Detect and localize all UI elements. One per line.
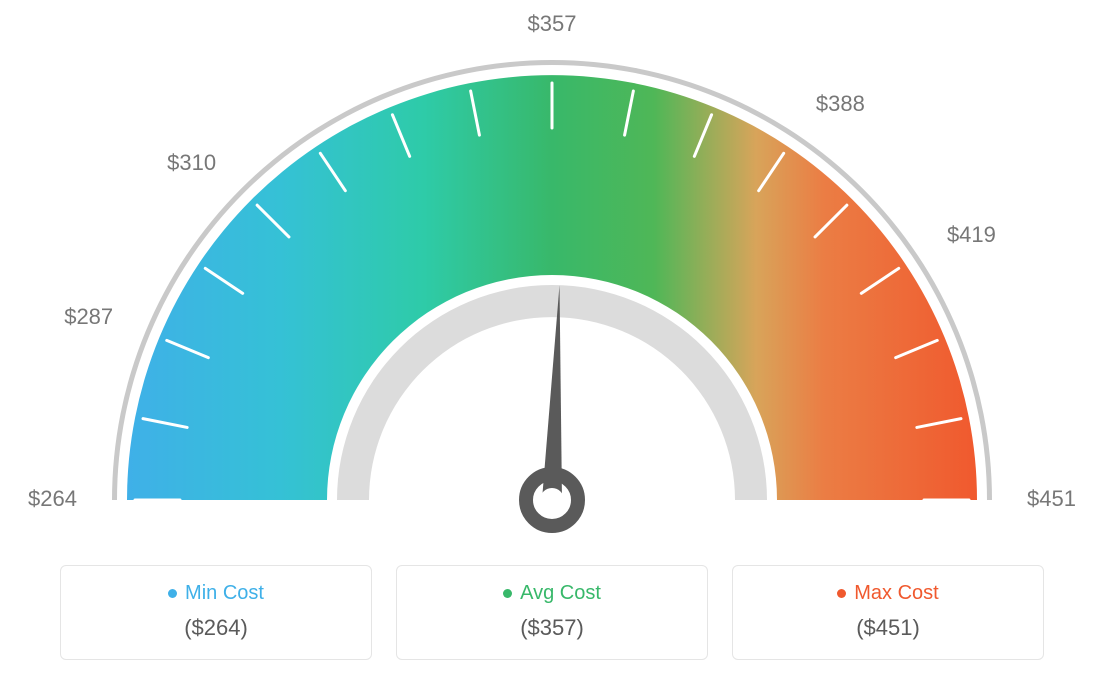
gauge-svg: $264 $287 $310 $357 $388 $419 $451 <box>0 0 1104 560</box>
min-cost-title-row: Min Cost <box>168 582 264 605</box>
min-cost-card: Min Cost ($264) <box>60 565 372 660</box>
dot-icon <box>837 589 846 598</box>
max-cost-title-row: Max Cost <box>837 582 938 605</box>
svg-text:$264: $264 <box>28 486 77 511</box>
svg-text:$388: $388 <box>816 91 865 116</box>
dot-icon <box>503 589 512 598</box>
legend-row: Min Cost ($264) Avg Cost ($357) Max Cost… <box>60 565 1044 660</box>
svg-text:$310: $310 <box>167 150 216 175</box>
svg-text:$357: $357 <box>528 11 577 36</box>
max-cost-title: Max Cost <box>854 582 938 605</box>
gauge-chart: $264 $287 $310 $357 $388 $419 $451 <box>0 0 1104 560</box>
avg-cost-title: Avg Cost <box>520 582 601 605</box>
min-cost-value: ($264) <box>71 615 361 641</box>
min-cost-title: Min Cost <box>185 582 264 605</box>
avg-cost-value: ($357) <box>407 615 697 641</box>
svg-text:$287: $287 <box>64 304 113 329</box>
svg-text:$419: $419 <box>947 222 996 247</box>
svg-text:$451: $451 <box>1027 486 1076 511</box>
avg-cost-card: Avg Cost ($357) <box>396 565 708 660</box>
max-cost-card: Max Cost ($451) <box>732 565 1044 660</box>
dot-icon <box>168 589 177 598</box>
max-cost-value: ($451) <box>743 615 1033 641</box>
avg-cost-title-row: Avg Cost <box>503 582 601 605</box>
